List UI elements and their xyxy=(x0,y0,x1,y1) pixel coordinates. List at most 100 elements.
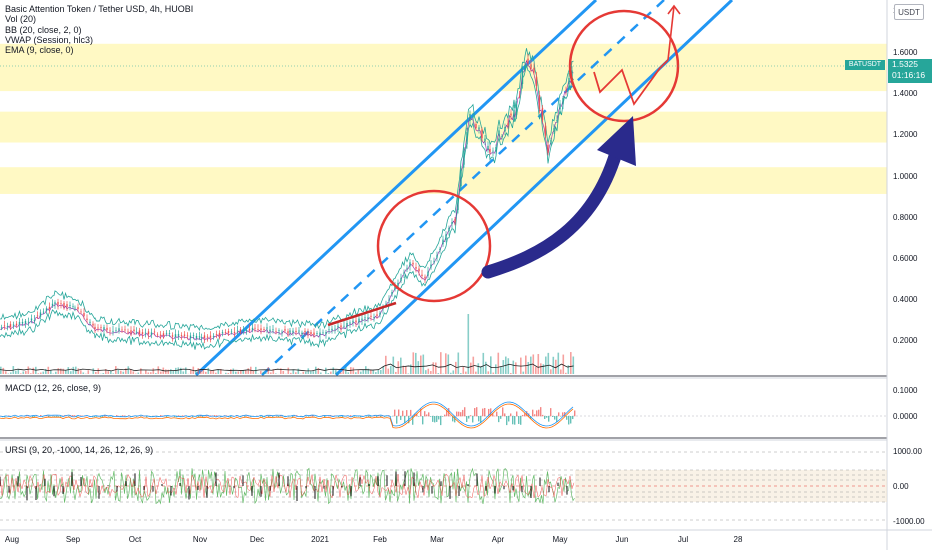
candle-body xyxy=(212,335,215,337)
macd-hist xyxy=(462,409,464,417)
candle-body xyxy=(535,76,538,87)
candle-body xyxy=(319,332,321,336)
macd-hist xyxy=(446,409,448,417)
candle-body xyxy=(415,266,417,269)
time-tick: Mar xyxy=(430,535,444,544)
candle-body xyxy=(472,116,474,118)
candle-body xyxy=(189,335,192,339)
volume-bar xyxy=(557,352,560,374)
candle-body xyxy=(568,77,570,85)
zone-0 xyxy=(0,43,887,92)
volume-bar xyxy=(467,314,470,374)
volume-bar xyxy=(152,368,155,374)
big-curved-arrow[interactable] xyxy=(481,139,625,279)
projection-zigzag[interactable] xyxy=(593,59,669,106)
macd-hist xyxy=(420,408,422,417)
macd-hist xyxy=(492,413,494,417)
volume-bar xyxy=(360,371,362,374)
candle-body xyxy=(550,139,552,144)
volume-bar xyxy=(555,359,557,374)
volume-bar xyxy=(225,372,227,374)
candle-body xyxy=(385,303,387,305)
candle-body xyxy=(289,330,291,333)
candle-body xyxy=(69,305,71,306)
legend-indicator-ema[interactable]: EMA (9, close, 0) xyxy=(5,45,74,56)
consolidation-circle[interactable] xyxy=(376,189,492,303)
candle-body xyxy=(106,327,108,330)
legend-indicator-vwap[interactable]: VWAP (Session, hlc3) xyxy=(5,34,94,45)
time-axis[interactable]: Aug Sep Oct Nov Dec 2021 Feb Mar Apr May Jun Jul 28 xyxy=(5,535,743,544)
volume-bar xyxy=(547,352,550,374)
candle-body xyxy=(355,320,357,323)
channel-mid-dashed-line[interactable] xyxy=(261,0,665,376)
macd-hist xyxy=(160,415,162,417)
macd-hist xyxy=(438,416,440,420)
volume-bar xyxy=(357,369,360,374)
volume-bar xyxy=(37,373,40,374)
candle-body xyxy=(295,330,297,333)
macd-hist xyxy=(514,416,516,425)
macd-hist xyxy=(60,416,62,417)
candle-body xyxy=(475,124,477,128)
channel-upper-line[interactable] xyxy=(194,0,598,377)
macd-hist xyxy=(380,416,382,418)
macd-hist xyxy=(8,415,10,417)
volume-bar xyxy=(485,361,487,374)
volume-bar xyxy=(447,354,450,374)
ursi-label[interactable]: URSI (9, 20, -1000, 14, 26, 12, 26, 9) xyxy=(5,445,154,455)
currency-button[interactable]: USDT xyxy=(894,4,924,20)
candle-body xyxy=(292,330,294,333)
price-tick: 1.2000 xyxy=(893,130,918,139)
macd-hist xyxy=(108,416,110,417)
legend-indicator-bb[interactable]: BB (20, close, 2, 0) xyxy=(5,24,82,35)
candle-body xyxy=(427,271,429,276)
macd-hist xyxy=(534,414,536,417)
macd-hist xyxy=(532,409,534,417)
candle-body xyxy=(457,197,459,211)
macd-hist xyxy=(146,416,148,418)
macd-hist xyxy=(502,407,504,417)
macd-hist xyxy=(80,415,82,417)
volume-bar xyxy=(247,368,250,374)
volume-bar xyxy=(502,360,505,374)
time-tick: Apr xyxy=(492,535,505,544)
macd-hist xyxy=(76,416,78,418)
volume-bar xyxy=(275,373,277,374)
volume-bar xyxy=(245,370,247,374)
volume-bar xyxy=(387,368,390,374)
macd-hist xyxy=(512,416,514,425)
macd-hist xyxy=(468,416,470,419)
volume-bar xyxy=(382,366,385,374)
volume-bar xyxy=(542,364,545,374)
volume-bar xyxy=(565,372,567,374)
candle-body xyxy=(433,261,435,263)
macd-hist xyxy=(122,415,124,417)
candle-body xyxy=(144,332,147,334)
macd-hist xyxy=(102,416,104,418)
volume-bar xyxy=(472,356,475,374)
candle-body xyxy=(54,302,56,304)
volume-bar xyxy=(462,367,465,374)
macd-hist xyxy=(34,416,36,417)
volume-bar xyxy=(460,373,462,374)
price-tick: 0.4000 xyxy=(893,295,918,304)
macd-hist xyxy=(470,415,472,417)
macd-line xyxy=(0,401,574,427)
red-trendline[interactable] xyxy=(327,301,397,327)
candle-body xyxy=(42,311,45,313)
volume-bar xyxy=(260,370,262,374)
macd-label[interactable]: MACD (12, 26, close, 9) xyxy=(5,383,102,393)
macd-hist xyxy=(308,416,310,417)
volume-bar xyxy=(377,369,380,374)
volume-bar xyxy=(497,352,500,374)
macd-hist xyxy=(56,416,58,417)
candle-body xyxy=(260,328,262,331)
candle-body xyxy=(150,332,153,335)
candle-body xyxy=(36,315,39,317)
legend-indicator-vol[interactable]: Vol (20) xyxy=(5,14,37,25)
candle-body xyxy=(203,335,206,339)
macd-signal xyxy=(0,403,574,429)
projection-arrow-head xyxy=(667,4,681,15)
volume-bar xyxy=(227,372,230,374)
